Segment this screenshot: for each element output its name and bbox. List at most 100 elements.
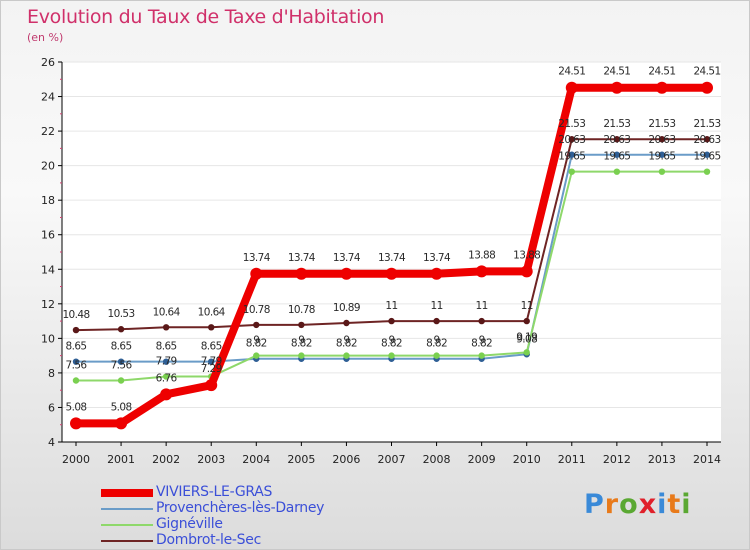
logo-letter: r: [604, 489, 620, 520]
y-tick-label: 4: [48, 436, 55, 449]
data-label: 10.89: [333, 302, 360, 314]
data-label: 9: [388, 335, 394, 347]
data-label: 6.76: [156, 372, 178, 384]
data-label: 5.08: [111, 401, 132, 413]
data-label: 13.74: [288, 252, 316, 264]
data-label: 13.74: [378, 252, 406, 264]
data-label: 19.65: [603, 151, 630, 163]
data-point: [208, 358, 215, 365]
logo-letter: P: [584, 489, 605, 520]
data-label: 5.08: [66, 401, 87, 413]
unit-label: (en %): [27, 31, 64, 44]
x-tick-label: 2004: [242, 453, 270, 466]
data-label: 20.63: [558, 134, 585, 146]
legend-swatch-gigneville: [101, 524, 153, 526]
data-point: [478, 352, 485, 359]
data-point: [433, 352, 440, 359]
data-point: [160, 388, 173, 401]
data-point: [703, 168, 711, 175]
data-point: [295, 267, 308, 280]
data-point: [388, 317, 395, 325]
x-tick-label: 2012: [603, 453, 631, 466]
data-label: 13.88: [468, 249, 495, 261]
y-tick-label: 20: [41, 160, 55, 173]
data-label: 13.88: [513, 249, 540, 261]
data-point: [162, 373, 170, 380]
data-label: 10.48: [62, 309, 89, 321]
data-label: 11: [476, 300, 488, 312]
y-tick-label: 10: [41, 332, 55, 345]
data-label: 21.53: [603, 118, 630, 130]
data-point: [205, 379, 218, 392]
y-tick-label: 26: [41, 56, 55, 69]
data-label: 13.74: [243, 252, 271, 264]
data-point: [298, 352, 305, 359]
data-label: 7.79: [201, 356, 222, 368]
data-label: 7.79: [156, 356, 177, 368]
chart-title: Evolution du Taux de Taxe d'Habitation: [27, 6, 385, 28]
data-point: [72, 326, 80, 334]
data-label: 10.64: [198, 306, 226, 318]
data-label: 24.51: [603, 66, 630, 78]
data-point: [117, 377, 125, 384]
x-tick-label: 2006: [332, 453, 360, 466]
data-label: 8.65: [111, 341, 132, 353]
data-point: [703, 151, 711, 158]
data-label: 7.56: [66, 360, 88, 372]
data-label: 10.78: [243, 304, 270, 316]
y-tick-label: 16: [41, 229, 55, 242]
data-label: 8.82: [291, 338, 312, 350]
y-tick-label: 8: [48, 367, 55, 380]
data-point: [475, 265, 488, 278]
data-point: [72, 377, 80, 384]
data-point: [162, 358, 170, 365]
y-tick-label: 12: [41, 298, 55, 311]
data-point: [478, 317, 485, 325]
data-point: [253, 352, 260, 359]
x-tick-label: 2010: [513, 453, 541, 466]
data-point: [613, 136, 621, 143]
data-label: 7.56: [111, 360, 133, 372]
data-point: [655, 81, 668, 94]
data-point: [613, 151, 621, 158]
x-tick-label: 2005: [287, 453, 315, 466]
data-label: 9.19: [516, 331, 537, 343]
x-tick-label: 2001: [107, 453, 135, 466]
data-point: [117, 358, 125, 365]
data-label: 20.63: [693, 134, 720, 146]
data-label: 10.78: [288, 304, 315, 316]
logo-letter: i: [681, 489, 692, 520]
data-label: 9.08: [516, 333, 537, 345]
data-point: [385, 267, 398, 280]
data-point: [523, 349, 530, 356]
legend-swatch-viviers: [101, 489, 153, 497]
data-label: 19.65: [558, 151, 585, 163]
x-tick-label: 2009: [468, 453, 496, 466]
proxiti-logo: Proxiti: [584, 489, 692, 520]
data-point: [433, 317, 440, 325]
data-label: 11: [430, 300, 442, 312]
series-labels-0: 5.08 5.08 6.76 7.29 13.74 13.74 13.74 13.74 13.7…: [66, 66, 722, 414]
data-label: 19.65: [648, 151, 675, 163]
data-point: [340, 267, 353, 280]
legend-label-provencheres: Provenchères-lès-Darney: [156, 500, 325, 516]
logo-letter: i: [657, 489, 668, 520]
data-point: [388, 352, 395, 359]
data-point: [430, 267, 443, 280]
data-point: [115, 417, 128, 430]
data-point: [208, 324, 215, 331]
data-label: 9: [434, 335, 440, 347]
series-0: [70, 81, 713, 430]
x-tick-label: 2008: [423, 453, 451, 466]
data-label: 8.82: [246, 338, 267, 350]
data-label: 8.82: [336, 338, 357, 350]
logo-letter: t: [667, 489, 682, 520]
legend-swatch-dombrot: [101, 540, 153, 542]
data-point: [701, 81, 713, 94]
legend-swatch-provencheres: [101, 508, 153, 510]
data-label: 20.63: [603, 134, 630, 146]
x-tick-label: 2000: [62, 453, 90, 466]
x-tick-label: 2013: [648, 453, 676, 466]
